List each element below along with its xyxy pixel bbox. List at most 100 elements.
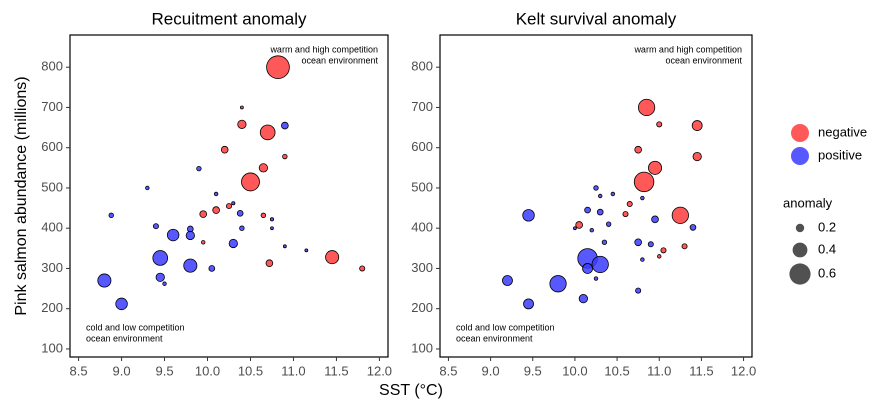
size-legend-label: 0.2: [818, 219, 836, 234]
bubble: [258, 163, 268, 173]
bubble: [522, 209, 535, 222]
bubble: [213, 191, 219, 197]
bubble: [239, 225, 245, 231]
y-tick-label: 200: [411, 300, 433, 315]
panel-title: Kelt survival anomaly: [516, 9, 677, 28]
y-tick-label: 700: [411, 99, 433, 114]
y-tick-label: 300: [41, 260, 63, 275]
bubble: [626, 201, 633, 208]
bubble: [648, 160, 663, 175]
bubble: [647, 241, 654, 248]
panel-title: Recuitment anomaly: [152, 9, 307, 28]
bubble: [155, 272, 165, 282]
bubble: [598, 193, 603, 199]
bubble: [657, 254, 662, 259]
y-tick-label: 600: [411, 139, 433, 154]
size-legend-symbol: [789, 263, 811, 285]
bubble: [152, 223, 159, 230]
x-axis-title: SST (°C): [379, 382, 443, 399]
bubble: [266, 55, 290, 79]
bubble: [185, 230, 195, 241]
x-tick-label: 10.0: [195, 363, 220, 378]
bubble: [635, 287, 642, 294]
annotation: cold and low competition: [456, 322, 555, 332]
x-tick-label: 9.5: [156, 363, 174, 378]
annotation: cold and low competition: [86, 322, 185, 332]
bubble: [605, 221, 612, 227]
bubble: [282, 244, 287, 249]
annotation: warm and high competition: [269, 44, 378, 54]
bubble: [145, 185, 150, 191]
size-legend-title: anomaly: [783, 195, 833, 210]
x-tick-label: 12.0: [731, 363, 756, 378]
legend-swatch: [791, 147, 809, 165]
bubble: [634, 145, 642, 154]
bubble: [212, 206, 220, 214]
bubble: [304, 248, 309, 253]
legend-label: positive: [818, 147, 862, 162]
bubble: [220, 145, 229, 154]
x-tick-label: 9.0: [113, 363, 131, 378]
bubble: [637, 98, 656, 117]
bubble: [596, 208, 604, 216]
x-tick-label: 10.0: [562, 363, 587, 378]
y-tick-label: 800: [41, 59, 63, 74]
bubble: [502, 275, 513, 286]
x-tick-label: 8.5: [439, 363, 457, 378]
annotation: ocean environment: [665, 55, 742, 65]
x-tick-label: 11.0: [647, 363, 671, 378]
bubble: [241, 172, 260, 192]
x-tick-label: 12.0: [367, 363, 392, 378]
bubble: [199, 210, 208, 218]
bubble: [651, 215, 659, 224]
bubble: [152, 250, 169, 266]
bubble: [691, 120, 703, 131]
bubble: [634, 238, 642, 247]
y-tick-label: 500: [41, 179, 63, 194]
bubble: [269, 217, 275, 222]
legend-label: negative: [818, 124, 867, 139]
bubble: [108, 212, 114, 219]
annotation: ocean environment: [301, 55, 378, 65]
y-axis-title: Pink salmon abundance (millions): [13, 76, 30, 315]
bubble: [582, 263, 593, 274]
bubble: [578, 294, 588, 304]
y-tick-label: 100: [41, 340, 63, 355]
bubble: [671, 206, 689, 224]
bubble: [183, 258, 198, 273]
bubble: [228, 238, 238, 249]
bubble: [523, 298, 534, 310]
plot-frame: [439, 34, 753, 358]
bubble: [593, 185, 599, 191]
bubble: [115, 297, 128, 311]
y-tick-label: 600: [41, 139, 63, 154]
bubble: [640, 195, 645, 201]
bubble: [692, 151, 702, 162]
bubble: [610, 191, 616, 197]
bubble: [689, 224, 697, 231]
bubble: [325, 250, 340, 265]
bubble: [575, 221, 583, 229]
y-tick-label: 500: [411, 179, 433, 194]
bubble: [225, 203, 232, 210]
bubble: [260, 212, 267, 219]
bubble: [282, 153, 288, 160]
bubble: [549, 275, 567, 293]
bubble: [208, 265, 216, 272]
bubble: [656, 121, 663, 128]
x-tick-label: 8.5: [70, 363, 88, 378]
bubble: [622, 211, 629, 218]
bubble: [601, 239, 608, 245]
bubble: [640, 257, 645, 262]
bubble: [240, 105, 244, 110]
bubble: [236, 209, 244, 217]
bubble: [162, 281, 167, 286]
size-legend-label: 0.6: [818, 265, 836, 280]
bubble: [270, 226, 274, 231]
bubble: [265, 259, 274, 268]
legend-swatch: [791, 124, 809, 142]
bubble: [633, 171, 655, 193]
bubble: [237, 119, 247, 129]
bubble: [97, 273, 112, 288]
size-legend-symbol: [795, 223, 805, 233]
